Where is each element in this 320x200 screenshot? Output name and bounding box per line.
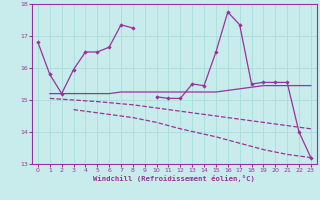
X-axis label: Windchill (Refroidissement éolien,°C): Windchill (Refroidissement éolien,°C) [93,175,255,182]
